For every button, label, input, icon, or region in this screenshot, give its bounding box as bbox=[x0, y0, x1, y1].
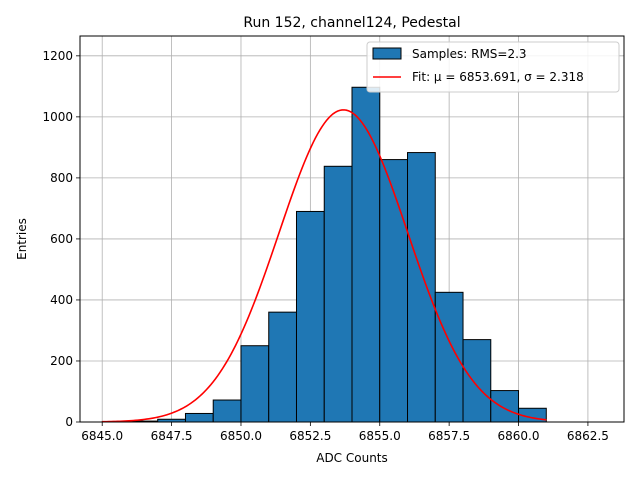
y-axis-ticks: 0 200 400 600 800 1000 1200 bbox=[42, 49, 80, 429]
y-axis-label: Entries bbox=[15, 218, 29, 260]
fit-curve-group bbox=[102, 109, 547, 423]
histogram-bar bbox=[407, 152, 436, 423]
x-tick-label: 6850.0 bbox=[220, 429, 262, 443]
y-tick-label: 1000 bbox=[42, 110, 73, 124]
histogram-bar bbox=[212, 399, 242, 423]
fit-curve bbox=[102, 109, 547, 423]
x-tick-label: 6862.5 bbox=[567, 429, 609, 443]
legend-histogram-swatch bbox=[372, 47, 402, 60]
histogram-bar bbox=[184, 412, 214, 423]
y-tick-label: 400 bbox=[50, 293, 73, 307]
histogram-bar bbox=[268, 311, 297, 423]
y-tick-label: 200 bbox=[50, 354, 73, 368]
histogram-bar bbox=[379, 159, 409, 423]
x-tick-label: 6860.0 bbox=[498, 429, 540, 443]
histogram-bar bbox=[295, 210, 325, 423]
x-tick-label: 6852.5 bbox=[289, 429, 331, 443]
x-axis-label: ADC Counts bbox=[316, 451, 388, 465]
x-axis-ticks: 6845.0 6847.5 6850.0 6852.5 6855.0 6857.5 6860… bbox=[81, 422, 609, 443]
legend-fit-label: Fit: μ = 6853.691, σ = 2.318 bbox=[412, 70, 584, 84]
x-tick-label: 6855.0 bbox=[359, 429, 401, 443]
histogram-bar bbox=[462, 339, 492, 423]
plot-frame bbox=[79, 35, 625, 423]
y-tick-label: 0 bbox=[65, 415, 73, 429]
x-tick-label: 6857.5 bbox=[428, 429, 470, 443]
chart-title: Run 152, channel124, Pedestal bbox=[243, 15, 460, 31]
histogram-bars bbox=[101, 86, 547, 423]
histogram-bar bbox=[490, 390, 520, 423]
y-tick-label: 600 bbox=[50, 232, 73, 246]
histogram-bar bbox=[351, 86, 381, 423]
legend: Samples: RMS=2.3 Fit: μ = 6853.691, σ = … bbox=[366, 41, 620, 93]
y-tick-label: 800 bbox=[50, 171, 73, 185]
x-tick-label: 6845.0 bbox=[81, 429, 123, 443]
histogram-bar bbox=[323, 165, 353, 423]
legend-histogram-label: Samples: RMS=2.3 bbox=[412, 47, 527, 61]
x-tick-label: 6847.5 bbox=[151, 429, 193, 443]
legend-box bbox=[366, 41, 620, 93]
histogram-bar bbox=[240, 345, 270, 423]
histogram-bar bbox=[434, 291, 464, 423]
y-tick-label: 1200 bbox=[42, 49, 73, 63]
